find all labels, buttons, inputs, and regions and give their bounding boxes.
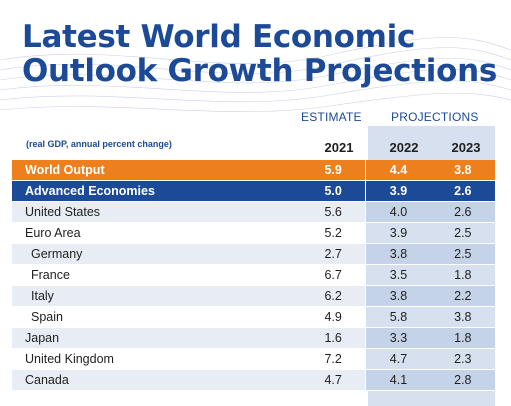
value-2022: 3.9: [365, 222, 431, 244]
value-2022: 3.5: [365, 264, 431, 286]
title-line-2: Outlook Growth Projections: [22, 53, 498, 89]
value-2021: 2.7: [301, 243, 366, 265]
value-2023: 1.8: [430, 327, 495, 349]
row-label: Spain: [31, 310, 63, 324]
table-row: United Kingdom 7.2 4.7 2.3: [12, 348, 495, 370]
value-2021: 5.9: [301, 160, 366, 181]
table-row: France 6.7 3.5 1.8: [12, 264, 495, 286]
title-line-1: Latest World Economic: [22, 19, 416, 55]
estimate-header: ESTIMATE: [301, 110, 362, 124]
value-2023: 2.8: [430, 369, 495, 391]
value-2023: 2.6: [430, 180, 495, 202]
value-2022: 5.8: [365, 306, 431, 328]
row-label: United Kingdom: [25, 352, 114, 366]
value-2022: 3.8: [365, 243, 431, 265]
value-2022: 3.3: [365, 327, 431, 349]
table-row: Euro Area 5.2 3.9 2.5: [12, 222, 495, 244]
value-2023: 3.8: [430, 306, 495, 328]
projections-table: World Output 5.9 4.4 3.8 Advanced Econom…: [12, 160, 495, 391]
value-2021: 6.2: [301, 285, 366, 307]
year-2023: 2023: [451, 140, 481, 155]
value-2021: 5.2: [324, 226, 342, 240]
value-2021: 4.7: [301, 369, 366, 391]
row-label: United States: [12, 201, 302, 223]
table-row: World Output 5.9 4.4 3.8: [12, 160, 495, 181]
table-row: Advanced Economies 5.0 3.9 2.6: [12, 180, 495, 202]
table-row: Spain 4.9 5.8 3.8: [12, 306, 495, 328]
value-2022: 4.1: [365, 369, 431, 391]
value-2022: 3.9: [365, 180, 431, 202]
row-label: Germany: [12, 243, 302, 265]
row-label: Italy: [12, 285, 302, 307]
year-2022: 2022: [389, 140, 419, 155]
value-2022: 3.8: [365, 285, 431, 307]
value-2023: 3.8: [430, 160, 495, 181]
year-2021: 2021: [324, 140, 354, 155]
table-row: Italy 6.2 3.8 2.2: [12, 285, 495, 307]
value-2021: 1.6: [301, 327, 366, 349]
table-row: Japan 1.6 3.3 1.8: [12, 327, 495, 349]
value-2022: 4.4: [365, 160, 431, 181]
row-label: Euro Area: [25, 226, 81, 240]
table-row: United States 5.6 4.0 2.6: [12, 201, 495, 223]
table-row: Canada 4.7 4.1 2.8: [12, 369, 495, 391]
value-2023: 2.5: [430, 243, 495, 265]
page-title: Latest World Economic Outlook Growth Pro…: [22, 20, 497, 88]
row-label: Japan: [12, 327, 302, 349]
row-label: World Output: [12, 160, 302, 181]
value-2021: 4.9: [324, 310, 342, 324]
units-note: (real GDP, annual percent change): [26, 139, 172, 149]
projections-header: PROJECTIONS: [391, 110, 479, 124]
row-label: France: [31, 268, 70, 282]
row-label: Canada: [12, 369, 302, 391]
value-2023: 2.3: [430, 348, 495, 370]
value-2021: 5.0: [301, 180, 366, 202]
value-2021: 6.7: [324, 268, 342, 282]
value-2021: 7.2: [324, 352, 342, 366]
table-row: Germany 2.7 3.8 2.5: [12, 243, 495, 265]
value-2022: 4.7: [365, 348, 431, 370]
value-2022: 4.0: [365, 201, 431, 223]
value-2023: 2.2: [430, 285, 495, 307]
value-2021: 5.6: [301, 201, 366, 223]
value-2023: 2.5: [430, 222, 495, 244]
row-label: Advanced Economies: [12, 180, 302, 202]
background-wave-lines: [0, 37, 511, 113]
value-2023: 2.6: [430, 201, 495, 223]
value-2023: 1.8: [430, 264, 495, 286]
